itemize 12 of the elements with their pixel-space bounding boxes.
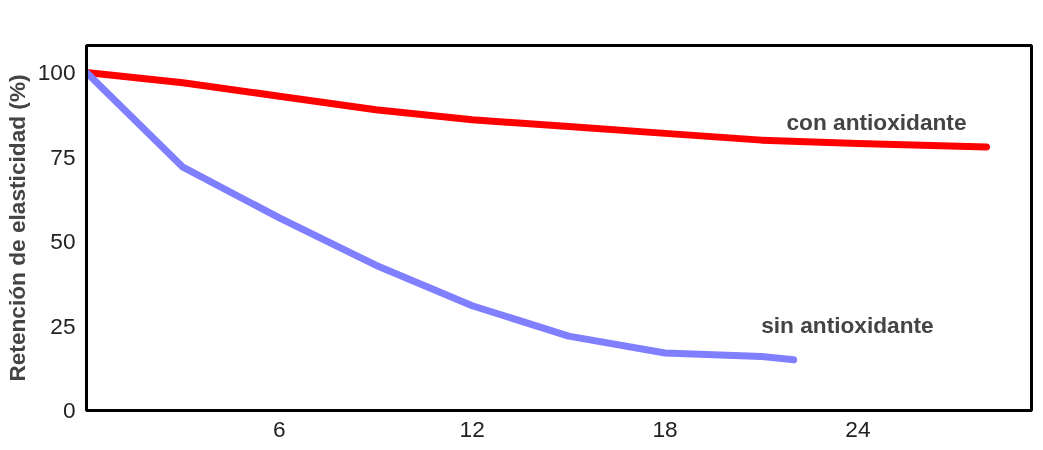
y-axis-title: Retención de elasticidad (%) [3, 74, 30, 382]
x-tick-label: 18 [652, 415, 678, 442]
y-tick-label: 0 [62, 397, 76, 423]
x-tick-label: 24 [845, 415, 871, 442]
x-tick-label: 6 [273, 415, 286, 442]
y-tick-label: 25 [50, 312, 76, 339]
series-label: sin antioxidante [761, 311, 934, 338]
y-tick-label: 75 [50, 143, 76, 170]
y-tick-label: 100 [37, 59, 76, 86]
y-tick-label: 50 [50, 228, 76, 255]
x-tick-label: 12 [459, 415, 485, 442]
series-label: con antioxidante [786, 108, 967, 135]
